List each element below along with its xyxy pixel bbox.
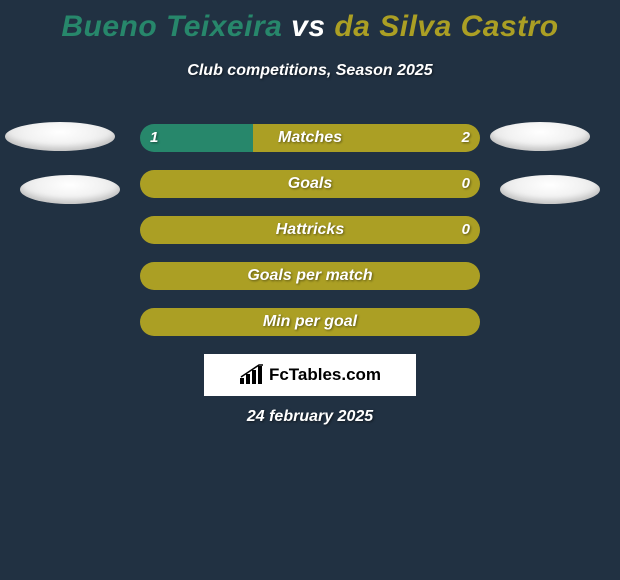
player-a-name: Bueno Teixeira [61, 10, 282, 43]
bar-player-b [253, 124, 480, 152]
comparison-chart: Matches12Goals0Hattricks0Goals per match… [0, 124, 620, 336]
decorative-ellipse [500, 175, 600, 204]
bar-track [140, 216, 480, 244]
source-logo: FcTables.com [204, 354, 416, 396]
bar-track [140, 308, 480, 336]
stat-value-a: 1 [150, 124, 158, 152]
stat-row: Goals per match [0, 262, 620, 290]
stat-value-b: 0 [462, 216, 470, 244]
stat-row: Hattricks0 [0, 216, 620, 244]
bar-player-b [140, 216, 480, 244]
decorative-ellipse [490, 122, 590, 151]
decorative-ellipse [20, 175, 120, 204]
page-title: Bueno Teixeira vs da Silva Castro [0, 0, 620, 44]
subtitle: Club competitions, Season 2025 [0, 62, 620, 80]
logo-text: FcTables.com [269, 365, 381, 385]
bar-chart-icon [239, 364, 265, 386]
bar-track [140, 170, 480, 198]
player-b-name: da Silva Castro [334, 10, 558, 43]
bar-track [140, 124, 480, 152]
stat-value-b: 0 [462, 170, 470, 198]
bar-track [140, 262, 480, 290]
bar-player-b [140, 308, 480, 336]
stat-row: Min per goal [0, 308, 620, 336]
decorative-ellipse [5, 122, 115, 151]
date-label: 24 february 2025 [0, 408, 620, 426]
bar-player-b [140, 170, 480, 198]
stat-value-b: 2 [462, 124, 470, 152]
bar-player-b [140, 262, 480, 290]
vs-text: vs [291, 10, 325, 43]
